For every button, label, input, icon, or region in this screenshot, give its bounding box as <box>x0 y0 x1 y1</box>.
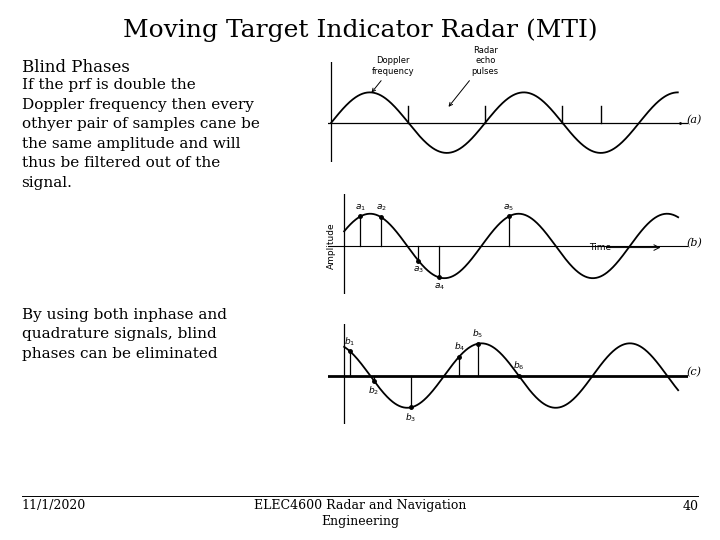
Text: $a_1$: $a_1$ <box>355 202 366 213</box>
Text: Moving Target Indicator Radar (MTI): Moving Target Indicator Radar (MTI) <box>122 19 598 43</box>
Text: By using both inphase and
quadrature signals, blind
phases can be eliminated: By using both inphase and quadrature sig… <box>22 308 227 361</box>
Text: Radar
echo
pulses: Radar echo pulses <box>449 46 499 106</box>
Text: $b_6$: $b_6$ <box>513 359 524 372</box>
Text: 40: 40 <box>683 500 698 512</box>
Text: Amplitude: Amplitude <box>327 222 336 269</box>
Text: Blind Phases: Blind Phases <box>22 59 130 76</box>
Text: $a_2$: $a_2$ <box>376 203 387 213</box>
Text: If the prf is double the
Doppler frequency then every
othyer pair of samples can: If the prf is double the Doppler frequen… <box>22 78 259 190</box>
Text: $b_1$: $b_1$ <box>344 335 356 348</box>
Text: (b): (b) <box>686 238 702 248</box>
Text: $b_3$: $b_3$ <box>405 411 417 424</box>
Text: 11/1/2020: 11/1/2020 <box>22 500 86 512</box>
Text: (a): (a) <box>686 114 702 125</box>
Text: Time: Time <box>589 243 611 252</box>
Text: $b_4$: $b_4$ <box>454 340 465 353</box>
Text: $a_5$: $a_5$ <box>503 202 514 213</box>
Text: (c): (c) <box>686 367 701 377</box>
Text: $b_2$: $b_2$ <box>368 384 379 397</box>
Text: ELEC4600 Radar and Navigation
Engineering: ELEC4600 Radar and Navigation Engineerin… <box>254 500 466 529</box>
Text: Doppler
frequency: Doppler frequency <box>372 56 414 92</box>
Text: $a_4$: $a_4$ <box>433 281 445 292</box>
Text: $b_5$: $b_5$ <box>472 327 483 340</box>
Text: $a_3$: $a_3$ <box>413 265 424 275</box>
